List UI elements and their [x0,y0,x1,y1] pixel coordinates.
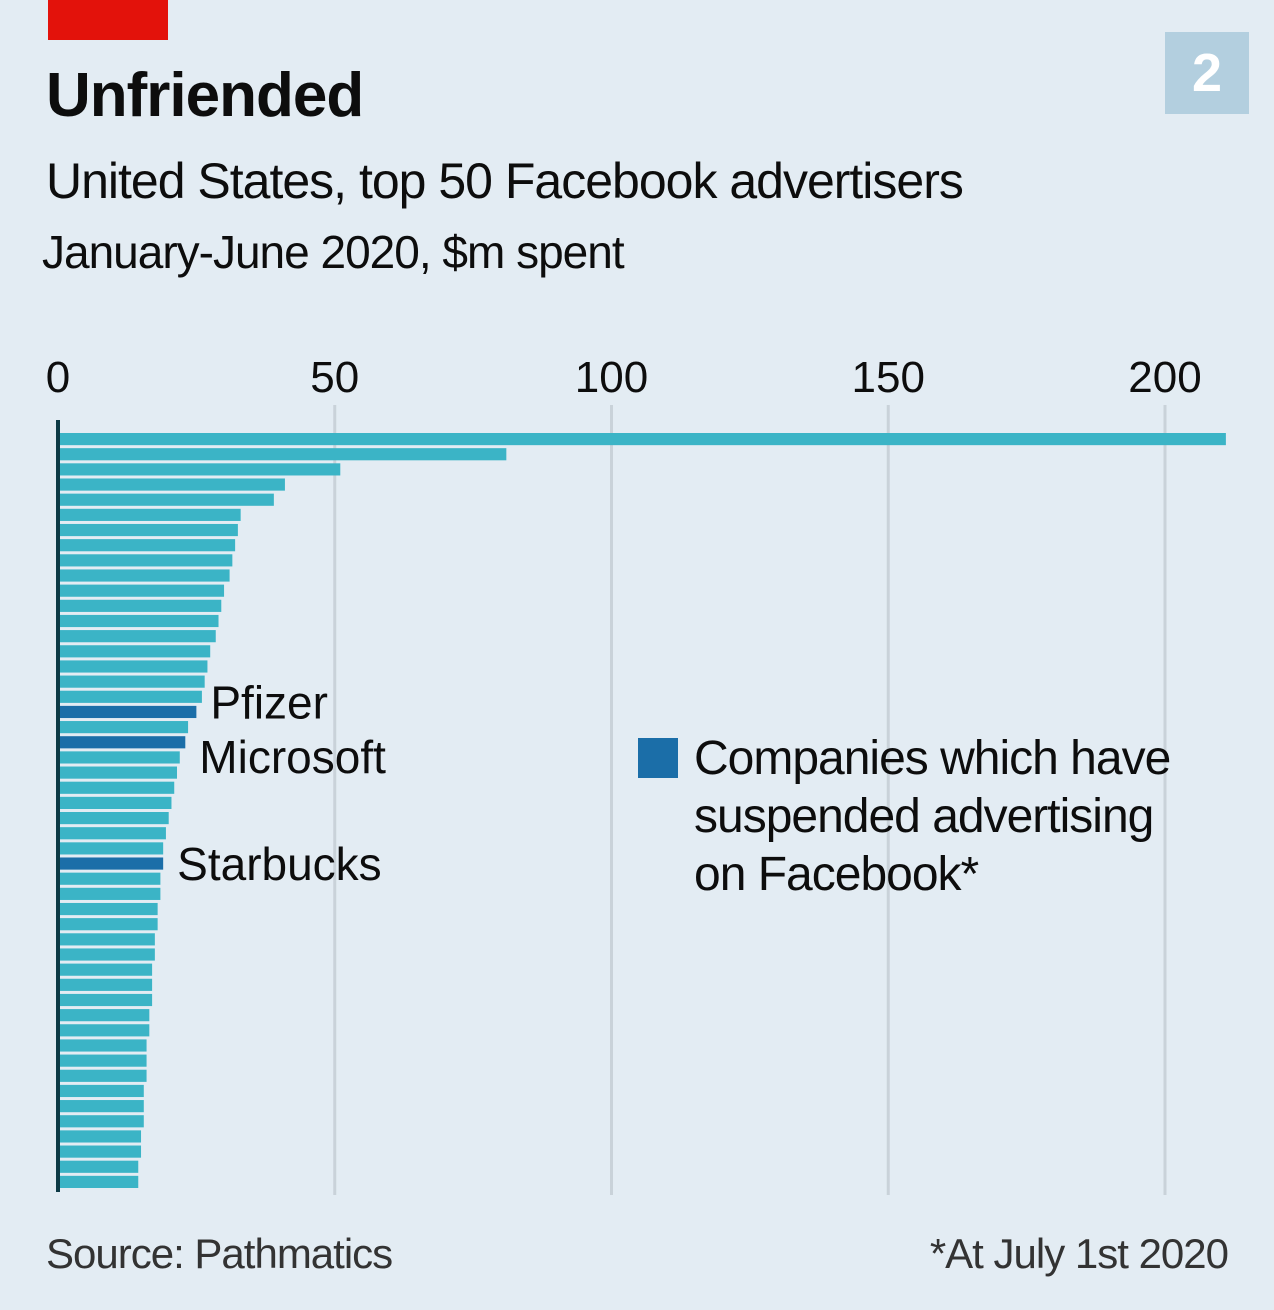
x-tick-label: 150 [852,353,925,402]
bar [58,1024,150,1037]
bar [58,781,175,794]
source-note: Source: Pathmatics [46,1230,393,1277]
bar [58,933,155,946]
bar [58,1175,139,1188]
bar-pfizer [58,705,197,719]
bar [58,978,153,991]
bar [58,690,202,703]
x-tick-label: 50 [310,353,359,402]
bar [58,554,233,567]
x-axis-ticks: 0 50 100 150 200 [46,353,1202,402]
bar [58,887,161,900]
bar [58,842,164,855]
bar [58,1069,147,1082]
bar [58,569,230,582]
bar [58,433,1226,446]
bar [58,872,161,885]
bar [58,1084,144,1098]
bar [58,508,241,521]
bar [58,1160,139,1173]
brand-red-tag [48,0,168,40]
bar [58,493,274,506]
bar [58,1130,142,1143]
bar [58,539,236,552]
bar [58,993,153,1007]
bar [58,614,219,628]
bar [58,796,172,809]
chart-subtitle: United States, top 50 Facebook advertise… [46,153,964,209]
bar-starbucks [58,857,164,870]
bar [58,523,238,537]
bar [58,948,155,961]
bar [58,675,205,688]
footnote: *At July 1st 2020 [929,1230,1229,1277]
bar [58,766,178,779]
bar [58,1054,147,1067]
annotation-pfizer: Pfizer [210,676,328,728]
annotation-starbucks: Starbucks [177,838,382,890]
chart-unit-line: January-June 2020, $m spent [42,226,625,278]
annotation-microsoft: Microsoft [199,731,386,783]
bar [58,630,216,643]
bar [58,645,211,658]
bar-microsoft [58,736,186,749]
bar [58,1039,147,1052]
bar [58,1145,142,1158]
bar [58,448,507,461]
x-tick-label: 0 [46,353,70,402]
bars [58,433,1226,1188]
bar [58,1115,144,1128]
gridlines [333,405,1167,1195]
bar [58,463,341,476]
x-tick-label: 200 [1128,353,1201,402]
bar [58,1009,150,1022]
chart-title: Unfriended [46,61,364,130]
bar [58,827,166,840]
legend: Companies which have suspended advertisi… [638,730,1214,904]
bar [58,721,189,734]
bar [58,584,225,597]
bar [58,751,180,764]
bar [58,1100,144,1113]
bar [58,963,153,976]
bar [58,918,158,931]
bar [58,812,169,825]
legend-label: Companies which have suspended advertisi… [694,732,1171,901]
bar [58,599,222,612]
chart-number-badge: 2 [1165,32,1249,114]
bar [58,902,158,916]
x-tick-label: 100 [575,353,648,402]
bar [58,478,285,491]
legend-swatch [638,738,678,778]
bar [58,660,208,673]
